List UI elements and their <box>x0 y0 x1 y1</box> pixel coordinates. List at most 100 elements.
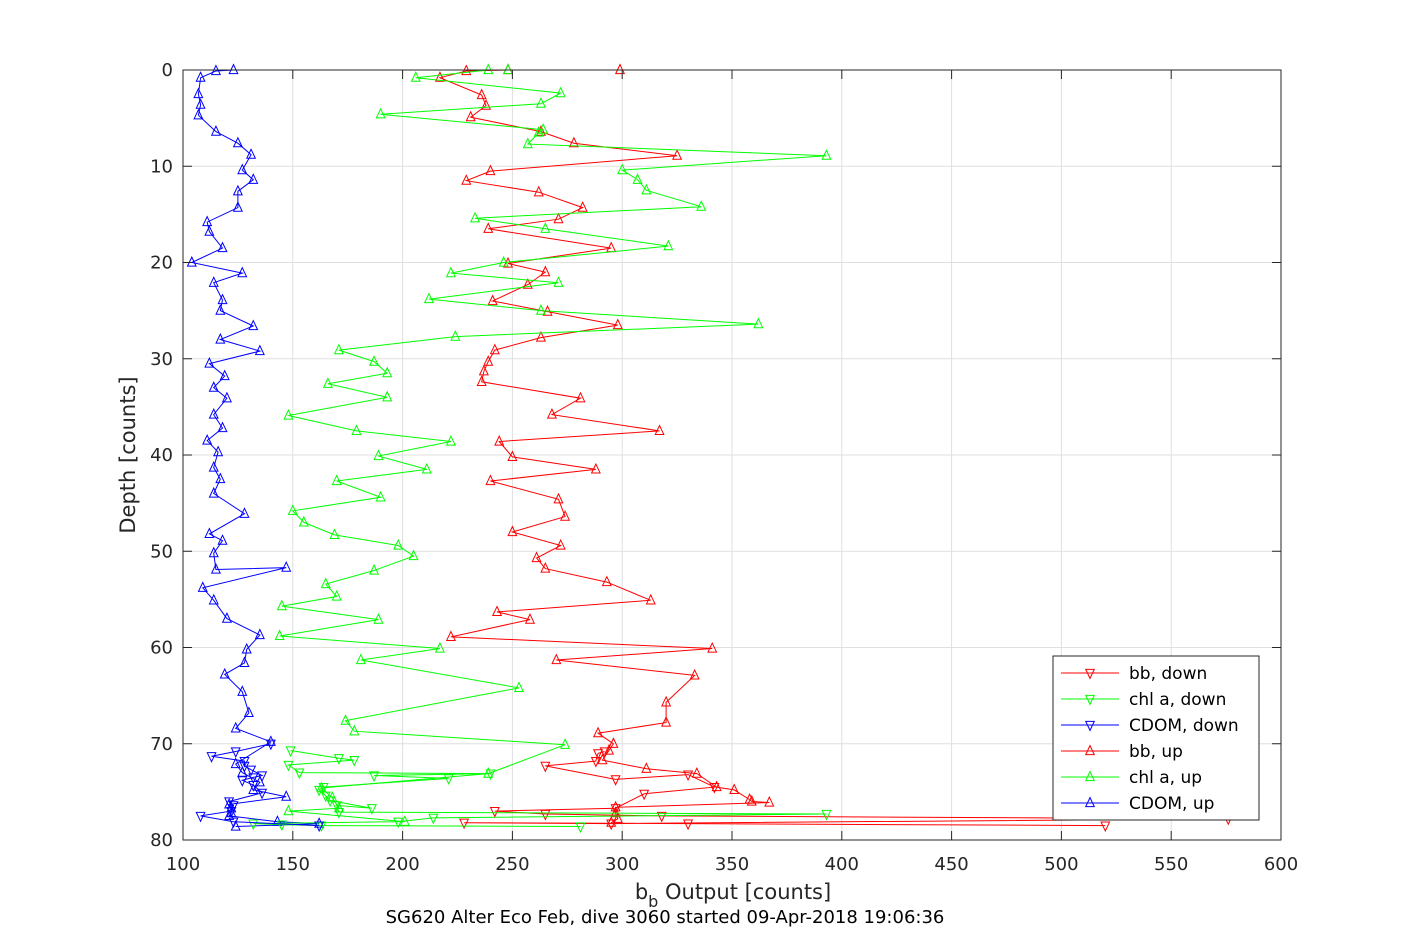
legend-entry-bb-up: bb, up <box>1061 742 1183 762</box>
data-point <box>551 653 562 665</box>
data-point <box>368 563 380 575</box>
data-point <box>560 738 571 749</box>
data-point <box>219 667 230 679</box>
data-point <box>239 756 250 768</box>
data-point <box>248 319 259 331</box>
data-point <box>274 629 285 641</box>
x-tick-label: 100 <box>166 854 200 875</box>
data-point <box>603 743 615 755</box>
data-point <box>597 753 608 765</box>
y-tick-label: 0 <box>162 60 173 81</box>
legend-label: CDOM, down <box>1129 716 1239 736</box>
data-point <box>248 783 259 795</box>
data-point <box>470 211 481 223</box>
data-point <box>408 549 419 561</box>
data-point <box>480 99 492 110</box>
x-tick-label: 600 <box>1264 854 1298 875</box>
data-point <box>294 768 305 780</box>
data-point <box>232 201 243 212</box>
data-point <box>434 641 445 653</box>
y-tick-label: 60 <box>150 638 173 659</box>
data-point <box>239 761 250 773</box>
legend-entry-cdom-down: CDOM, down <box>1061 716 1239 736</box>
ticks <box>182 69 1282 841</box>
series-line-bb-up <box>438 69 770 824</box>
legend-marker <box>1084 720 1096 732</box>
data-point <box>256 788 268 800</box>
x-tick-label: 400 <box>825 854 859 875</box>
data-point <box>709 782 720 794</box>
series-line-cdom-up <box>190 69 320 827</box>
x-axis-label-main: b <box>635 880 648 904</box>
data-point <box>248 781 259 792</box>
data-point <box>333 754 344 765</box>
data-point <box>276 820 287 832</box>
y-tick-label: 80 <box>150 830 173 851</box>
data-point <box>237 776 248 787</box>
data-point <box>224 809 235 821</box>
data-point <box>331 474 342 486</box>
data-point <box>711 780 722 792</box>
data-point <box>202 433 213 445</box>
data-point <box>459 818 470 830</box>
data-point <box>746 794 757 806</box>
data-point <box>555 538 566 550</box>
legend-marker <box>1084 770 1096 782</box>
data-point <box>610 806 621 818</box>
data-point <box>540 761 551 773</box>
data-point <box>461 174 472 185</box>
x-axis-label-rest: Output [counts] <box>658 880 831 904</box>
data-point <box>560 510 571 521</box>
data-point <box>535 331 547 342</box>
data-point <box>325 796 336 808</box>
data-point <box>349 724 360 736</box>
data-point <box>691 767 702 778</box>
legend-entry-cdom-up: CDOM, up <box>1061 794 1214 814</box>
y-tick-label: 30 <box>150 349 173 370</box>
data-point <box>656 811 667 823</box>
data-point <box>208 381 219 392</box>
legend-label: bb, up <box>1129 742 1183 762</box>
data-point <box>226 807 237 818</box>
x-tick-label: 350 <box>715 854 749 875</box>
data-point <box>208 546 219 558</box>
data-point <box>186 255 197 267</box>
data-point <box>483 63 494 75</box>
data-point <box>491 605 503 616</box>
series-line-chl-a-up <box>279 69 827 823</box>
data-point <box>606 819 617 831</box>
legend-label: CDOM, up <box>1129 794 1214 814</box>
data-point <box>575 822 586 834</box>
data-point <box>217 534 228 545</box>
data-point <box>489 343 500 355</box>
data-point <box>465 110 476 122</box>
data-point <box>318 782 329 794</box>
data-point <box>206 752 217 763</box>
data-point <box>239 507 250 518</box>
data-point <box>230 721 241 733</box>
data-point <box>329 528 340 539</box>
data-point <box>314 785 325 797</box>
caption: SG620 Alter Eco Feb, dive 3060 started 0… <box>386 907 945 928</box>
legend-label: chl a, up <box>1129 768 1202 788</box>
data-point <box>531 551 542 563</box>
data-point <box>215 332 226 344</box>
data-point <box>283 804 294 816</box>
data-point <box>489 807 500 818</box>
data-point <box>753 317 764 329</box>
data-point <box>254 628 265 640</box>
data-point <box>540 222 551 233</box>
y-tick-label: 10 <box>150 156 173 177</box>
data-point <box>202 215 213 227</box>
x-tick-label: 550 <box>1154 854 1188 875</box>
data-point <box>382 366 393 378</box>
data-point <box>445 630 456 642</box>
data-point <box>494 434 505 446</box>
data-point <box>507 525 518 537</box>
y-tick-labels: 0 10 20 30 40 50 60 70 80 <box>150 60 173 851</box>
data-point <box>333 807 344 819</box>
legend-entry-bb-down: bb, down <box>1061 664 1207 684</box>
data-point <box>287 504 298 515</box>
data-point <box>641 183 652 195</box>
